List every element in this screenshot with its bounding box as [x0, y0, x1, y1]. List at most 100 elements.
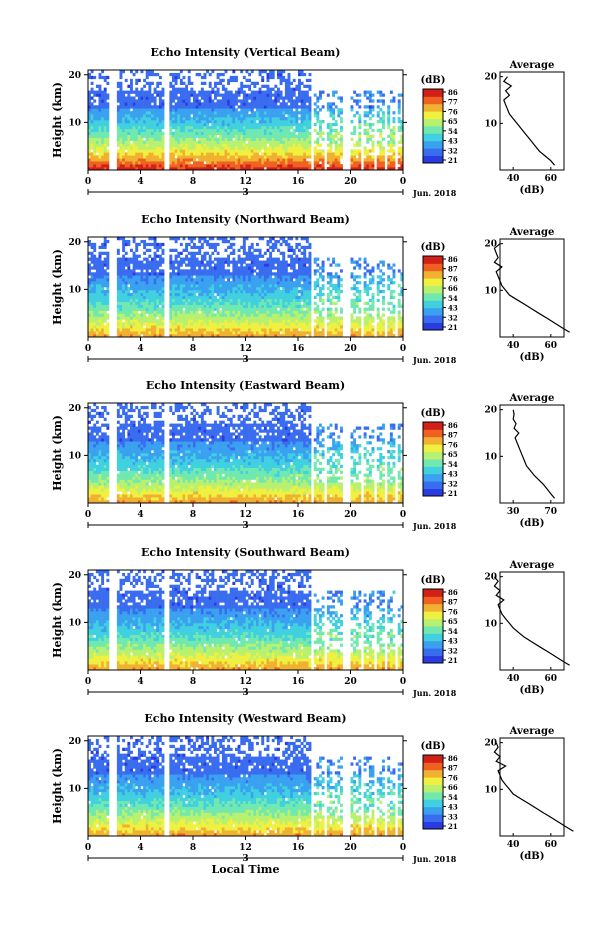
- heatmap-cell: [245, 289, 249, 294]
- heatmap-cell: [200, 164, 204, 168]
- heatmap-cell: [122, 122, 126, 127]
- heatmap-cell: [172, 117, 175, 121]
- heatmap-cell: [242, 158, 246, 162]
- heatmap-cell: [242, 137, 246, 141]
- heatmap-cell: [101, 120, 105, 124]
- heatmap-cell: [397, 292, 401, 297]
- heatmap-cell: [137, 93, 141, 97]
- heatmap-cell: [140, 140, 144, 144]
- heatmap-cell: [169, 272, 173, 276]
- heatmap-cell: [124, 102, 128, 106]
- heatmap-cell: [148, 319, 152, 323]
- heatmap-cell: [237, 287, 241, 291]
- heatmap-cell: [282, 322, 286, 326]
- heatmap-cell: [130, 125, 133, 130]
- heatmap-cell: [316, 307, 320, 311]
- heatmap-cell: [151, 307, 154, 311]
- heatmap-cell: [235, 140, 238, 144]
- heatmap-cell: [174, 128, 178, 133]
- heatmap-cell: [124, 146, 128, 150]
- heatmap-cell: [245, 298, 249, 302]
- heatmap-cell: [242, 114, 246, 118]
- heatmap-cell: [119, 334, 123, 338]
- heatmap-cell: [200, 269, 204, 273]
- heatmap-cell: [119, 287, 123, 291]
- heatmap-cell: [353, 90, 357, 94]
- heatmap-cell: [161, 167, 165, 171]
- colorbar-unit: (dB): [421, 75, 446, 86]
- heatmap-cell: [366, 149, 370, 153]
- heatmap-cell: [130, 298, 133, 302]
- heatmap-cell: [98, 102, 102, 106]
- heatmap-cell: [326, 307, 330, 311]
- heatmap-cell: [353, 278, 357, 282]
- heatmap-cell: [334, 295, 338, 300]
- heatmap-cell: [290, 131, 294, 135]
- heatmap-cell: [224, 304, 228, 308]
- heatmap-cell: [290, 102, 294, 106]
- heatmap-cell: [130, 111, 133, 115]
- heatmap-cell: [353, 152, 357, 156]
- heatmap-cell: [245, 304, 249, 308]
- heatmap-cell: [334, 131, 338, 135]
- heatmap-cell: [127, 334, 131, 338]
- heatmap-cell: [316, 152, 320, 156]
- heatmap-cell: [340, 316, 343, 320]
- heatmap-cell: [326, 155, 330, 159]
- heatmap-cell: [379, 325, 383, 329]
- heatmap-cell: [182, 272, 186, 276]
- heatmap-cell: [93, 328, 97, 332]
- heatmap-cell: [182, 155, 186, 159]
- heatmap-cell: [366, 284, 370, 288]
- heatmap-cell: [161, 281, 165, 285]
- heatmap-cell: [185, 167, 189, 171]
- heatmap-cell: [143, 155, 147, 159]
- heatmap-cell: [250, 287, 254, 291]
- heatmap-cell: [106, 275, 110, 279]
- heatmap-cell: [179, 114, 183, 118]
- heatmap-cell: [287, 272, 291, 276]
- heatmap-cell: [389, 289, 393, 294]
- heatmap-cell: [253, 289, 257, 294]
- heatmap-cell: [135, 128, 139, 133]
- heatmap-cell: [321, 269, 325, 273]
- heatmap-cell: [392, 131, 396, 135]
- heatmap-cell: [208, 292, 212, 297]
- heatmap-cell: [392, 167, 396, 171]
- heatmap-cell: [287, 120, 291, 124]
- heatmap-cell: [124, 96, 128, 100]
- heatmap-cell: [158, 158, 162, 162]
- heatmap-cell: [382, 319, 385, 323]
- heatmap-cell: [148, 90, 152, 94]
- heatmap-cell: [224, 322, 228, 326]
- heatmap-cell: [387, 287, 391, 291]
- heatmap-cell: [253, 275, 257, 279]
- heatmap-cell: [158, 334, 162, 338]
- heatmap-cell: [337, 295, 341, 300]
- heatmap-cell: [198, 108, 202, 112]
- heatmap-cell: [101, 266, 105, 270]
- heatmap-cell: [208, 152, 212, 156]
- heatmap-cell: [253, 122, 257, 127]
- heatmap-cell: [376, 161, 380, 165]
- heatmap-cell: [224, 108, 228, 112]
- heatmap-cell: [308, 281, 312, 285]
- heatmap-cell: [195, 105, 199, 109]
- heatmap-cell: [193, 266, 196, 270]
- heatmap-cell: [256, 131, 259, 135]
- heatmap-cell: [269, 96, 273, 100]
- heatmap-cell: [229, 125, 233, 130]
- heatmap-cell: [232, 158, 236, 162]
- heatmap-cell: [193, 158, 196, 162]
- heatmap-cell: [132, 289, 136, 294]
- heatmap-cell: [229, 331, 233, 335]
- heatmap-cell: [308, 108, 312, 112]
- heatmap-cell: [140, 298, 144, 302]
- heatmap-cell: [127, 111, 131, 115]
- heatmap-cell: [319, 149, 322, 153]
- heatmap-cell: [235, 322, 238, 326]
- heatmap-cell: [214, 313, 217, 317]
- heatmap-cell: [161, 284, 165, 288]
- heatmap-cell: [103, 102, 107, 106]
- heatmap-cell: [116, 140, 120, 144]
